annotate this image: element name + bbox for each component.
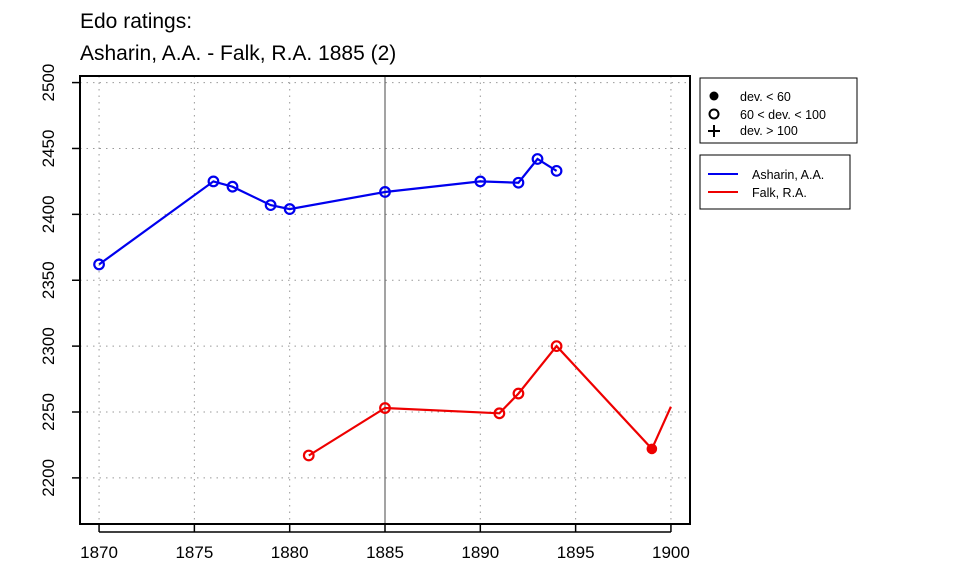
deviation-legend-label-1: 60 < dev. < 100 xyxy=(740,108,826,122)
x-tick-label: 1880 xyxy=(271,543,309,562)
series-1-point xyxy=(302,449,315,462)
x-tick-label: 1885 xyxy=(366,543,404,562)
series-0-point xyxy=(531,153,544,165)
deviation-legend-label-0: dev. < 60 xyxy=(740,90,791,104)
y-tick-label: 2350 xyxy=(39,261,58,299)
series-0-point xyxy=(379,186,391,198)
y-axis: 2200 2250 2300 2350 2400 2450 2500 xyxy=(39,64,80,497)
x-tick-label: 1875 xyxy=(175,543,213,562)
y-tick-label: 2500 xyxy=(39,64,58,102)
filled-circle-icon xyxy=(709,91,719,101)
y-tick-label: 2250 xyxy=(39,393,58,431)
series-0-point xyxy=(207,175,220,188)
deviation-legend: dev. < 60 60 < dev. < 100 dev. > 100 xyxy=(699,77,858,144)
series-0-point xyxy=(512,176,525,189)
x-tick-label: 1895 xyxy=(557,543,595,562)
x-tick-label: 1890 xyxy=(461,543,499,562)
chart-subtitle: Asharin, A.A. - Falk, R.A. 1885 (2) xyxy=(80,42,396,65)
series-layer xyxy=(93,153,672,462)
x-tick-label: 1870 xyxy=(80,543,118,562)
series-0-point xyxy=(550,164,563,177)
x-axis: 1870 1875 1880 1885 1890 1895 1900 xyxy=(80,524,690,562)
y-tick-label: 2200 xyxy=(39,459,58,497)
deviation-legend-box xyxy=(699,77,858,144)
series-0-point xyxy=(474,175,487,188)
y-tick-label: 2300 xyxy=(39,327,58,365)
open-circle-icon xyxy=(708,108,720,120)
series-line-0 xyxy=(98,157,558,266)
series-legend-label-0: Asharin, A.A. xyxy=(752,168,824,182)
plus-icon xyxy=(708,125,720,137)
deviation-legend-label-2: dev. > 100 xyxy=(740,124,798,138)
series-0-point xyxy=(93,258,105,271)
y-tick-label: 2450 xyxy=(39,130,58,168)
x-tick-label: 1900 xyxy=(652,543,690,562)
series-0-point xyxy=(226,180,239,193)
series-1-point xyxy=(550,340,563,353)
chart-title: Edo ratings: xyxy=(80,10,192,33)
series-legend-label-1: Falk, R.A. xyxy=(752,186,807,200)
series-1-point xyxy=(493,407,506,420)
series-1-point xyxy=(646,443,658,455)
y-tick-label: 2400 xyxy=(39,195,58,233)
series-line-1 xyxy=(308,344,672,457)
series-0-point xyxy=(283,203,296,215)
series-0-point xyxy=(264,199,277,212)
series-1-point xyxy=(379,402,391,414)
series-1-point xyxy=(512,387,525,400)
series-legend: Asharin, A.A. Falk, R.A. xyxy=(699,154,851,210)
series-legend-box xyxy=(699,154,851,210)
grid xyxy=(80,76,690,524)
